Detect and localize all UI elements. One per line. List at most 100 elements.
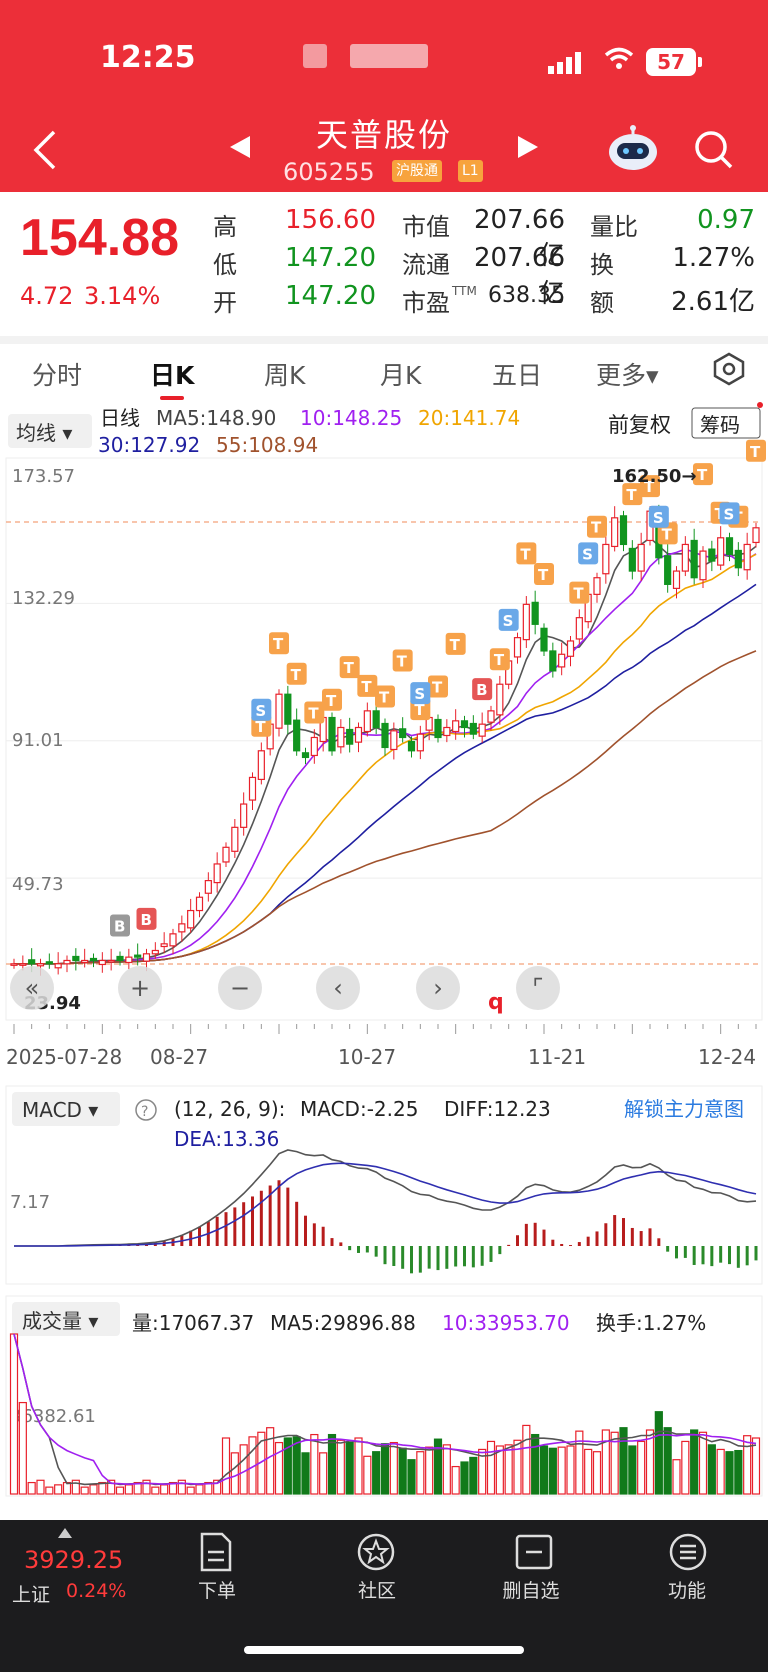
help-icon[interactable] xyxy=(135,1099,157,1121)
unlock-link[interactable]: 解锁主力意图 xyxy=(624,1097,744,1121)
tab-daily-k[interactable]: 日K xyxy=(150,361,195,390)
volume-bar xyxy=(204,1481,213,1495)
volume-bar xyxy=(522,1424,531,1495)
trade-marker: S xyxy=(648,505,669,528)
turnover-value: 1.27% xyxy=(672,243,755,273)
volume-bar xyxy=(213,1479,222,1495)
back-icon[interactable] xyxy=(30,128,60,172)
trade-marker-label: T xyxy=(644,478,655,496)
nav-functions[interactable]: 功能 xyxy=(667,1580,706,1602)
search-icon[interactable] xyxy=(694,130,734,170)
trade-marker: S xyxy=(498,608,519,631)
trade-marker: T xyxy=(622,483,643,506)
tab-monthly-k[interactable]: 月K xyxy=(380,361,422,390)
kline-chart[interactable]: 均线 ▾ 日线 MA5:148.90 10:148.25 20:141.74 3… xyxy=(0,400,768,1510)
candle-body xyxy=(381,722,389,749)
volume-bar xyxy=(18,1401,27,1495)
trade-marker-badge xyxy=(269,632,289,655)
volume-selector[interactable]: 成交量 ▾ xyxy=(22,1309,98,1333)
trade-marker-badge xyxy=(136,907,157,930)
trade-marker-badge xyxy=(648,505,669,528)
candle-body xyxy=(363,710,371,733)
rewind-icon[interactable]: « xyxy=(10,966,54,1010)
x-tick-4: 11-21 xyxy=(528,1045,586,1069)
nav-order[interactable]: 下单 xyxy=(197,1580,236,1602)
trade-marker-badge xyxy=(587,515,607,538)
macd-selector[interactable]: MACD ▾ xyxy=(22,1098,98,1122)
volume-ma10: 10:33953.70 xyxy=(442,1311,570,1335)
chevron-right-icon[interactable]: › xyxy=(416,966,460,1010)
zoom-out-icon[interactable]: − xyxy=(218,966,262,1010)
settings-hexagon-icon[interactable] xyxy=(712,352,746,386)
zoom-in-icon[interactable]: + xyxy=(118,966,162,1010)
triangle-left-icon[interactable] xyxy=(228,134,252,160)
volume-bar xyxy=(663,1427,672,1495)
candle-body xyxy=(293,719,301,752)
volume-bar xyxy=(584,1448,593,1495)
volume-bar xyxy=(681,1440,690,1495)
volume-bar xyxy=(133,1481,142,1495)
volume-bar xyxy=(478,1448,487,1495)
robot-assistant-icon[interactable] xyxy=(606,124,660,174)
trade-marker-label: T xyxy=(662,525,673,543)
remove-watchlist-icon[interactable] xyxy=(514,1532,554,1572)
candle-body xyxy=(699,550,707,581)
trade-marker-label: S xyxy=(255,702,266,720)
ma55-label: 55:108.94 xyxy=(216,433,318,457)
volume-bar xyxy=(363,1455,372,1495)
trade-marker-badge xyxy=(375,685,395,708)
candle-body xyxy=(81,959,89,964)
mktcap-label: 市值 xyxy=(402,213,450,241)
community-star-icon[interactable] xyxy=(356,1532,396,1572)
tab-five-day[interactable]: 五日 xyxy=(492,361,543,390)
triangle-right-icon[interactable] xyxy=(516,134,540,160)
trade-marker-badge xyxy=(428,675,448,698)
pe-value: 638.35 xyxy=(488,283,565,308)
volume-bar xyxy=(80,1486,89,1495)
candle-body xyxy=(160,943,168,948)
volume-bar xyxy=(266,1427,275,1495)
ma-selector[interactable]: 均线 ▾ xyxy=(16,421,72,445)
candle-body xyxy=(372,710,380,729)
turnover-label: 换 xyxy=(590,251,614,279)
tab-intraday[interactable]: 分时 xyxy=(32,361,83,390)
current-price: 154.88 xyxy=(20,209,180,267)
chips-button[interactable]: 筹码 xyxy=(700,413,740,437)
candle-body xyxy=(151,949,159,955)
nav-remove-watchlist[interactable]: 删自选 xyxy=(502,1580,560,1602)
candle-body xyxy=(169,933,177,947)
tab-weekly-k[interactable]: 周K xyxy=(264,361,306,390)
volume-bar xyxy=(486,1440,496,1495)
volume-bar xyxy=(416,1451,425,1495)
volume-bar xyxy=(716,1448,725,1495)
candle-body xyxy=(213,863,221,884)
trade-marker-label: B xyxy=(114,917,125,935)
nav-community[interactable]: 社区 xyxy=(357,1580,396,1602)
line-type-label: 日线 xyxy=(100,406,140,430)
trade-marker-badge xyxy=(657,522,678,545)
stock-code: 605255 xyxy=(283,158,375,186)
trade-marker: T xyxy=(516,542,537,565)
candle-body xyxy=(257,750,265,781)
candle-body xyxy=(63,959,71,965)
chevron-left-icon[interactable]: ‹ xyxy=(316,966,360,1010)
index-value[interactable]: 3929.25 xyxy=(24,1546,124,1574)
candle-body xyxy=(89,957,98,962)
trade-marker-badge xyxy=(357,674,378,697)
candle-body xyxy=(681,543,689,572)
tab-more[interactable]: 更多▾ xyxy=(596,361,659,390)
order-document-icon[interactable] xyxy=(198,1532,234,1572)
candle-body xyxy=(98,959,106,966)
candle-body xyxy=(602,543,610,575)
candle-body xyxy=(734,549,742,569)
volume-bar xyxy=(531,1433,540,1495)
trade-marker-label: T xyxy=(255,718,266,736)
volume-bar xyxy=(301,1452,310,1495)
fullscreen-icon[interactable]: ⌜ xyxy=(516,966,560,1010)
volume-bar xyxy=(54,1484,63,1495)
adjust-label[interactable]: 前复权 xyxy=(608,413,671,437)
candle-body xyxy=(478,723,486,737)
blurred-carrier-name xyxy=(350,44,428,68)
menu-circle-icon[interactable] xyxy=(668,1532,708,1572)
low-label: 低 xyxy=(213,251,237,279)
